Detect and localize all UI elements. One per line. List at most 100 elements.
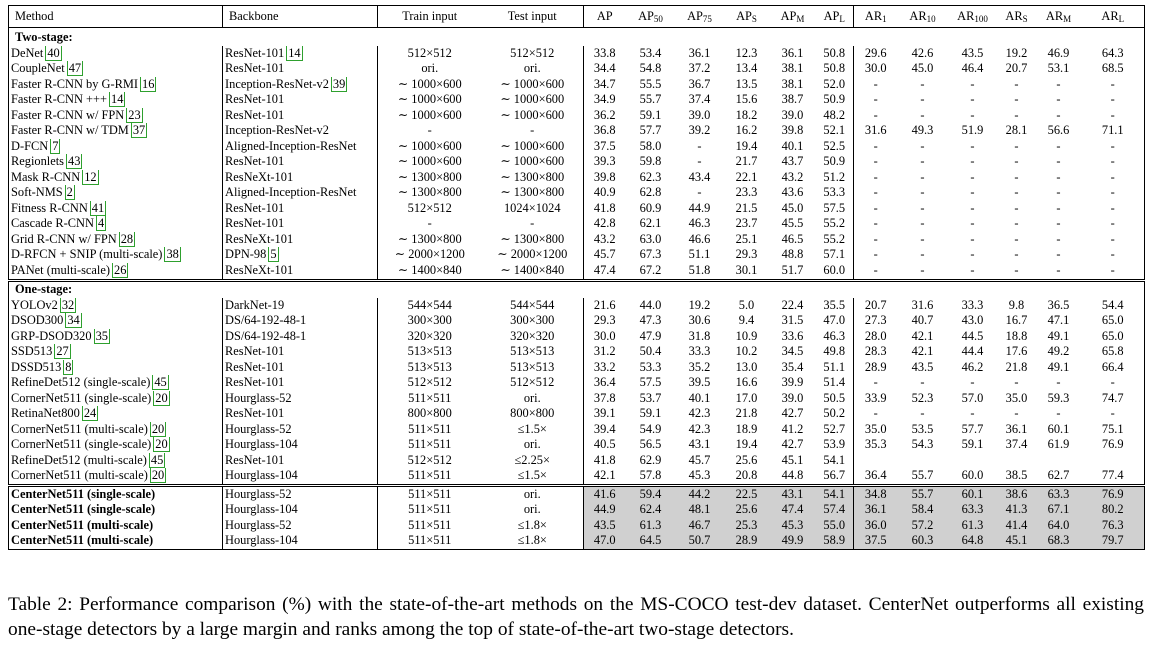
header-metric: APS — [723, 5, 770, 28]
citation-link[interactable]: 7 — [50, 138, 61, 154]
method-name: Mask R-CNN — [11, 169, 81, 184]
backbone-name: Inception-ResNet-v2 — [225, 76, 329, 91]
citation-link[interactable]: 8 — [63, 359, 74, 375]
metric-cell: 42.8 — [583, 216, 626, 232]
method-cell: RetinaNet800 24 — [9, 406, 223, 422]
metric-cell: 67.3 — [639, 247, 662, 261]
table-row: CornerNet511 (single-scale) 20 Hourglass-5… — [9, 390, 1145, 406]
metric-cell: 46.3 — [823, 328, 846, 343]
citation-link[interactable]: 20 — [153, 437, 170, 452]
citation-link[interactable]: 39 — [330, 76, 348, 92]
citation-link[interactable]: 45 — [148, 452, 166, 468]
metric-cell: 79.7 — [1081, 533, 1145, 549]
metric-cell: 34.9 — [583, 92, 626, 108]
train-input-cell: 511×511 — [377, 437, 482, 453]
citation-link[interactable]: 2 — [64, 185, 75, 200]
table-row: D-RFCN + SNIP (multi-scale) 38 DPN-98 5 ∼ 20… — [9, 247, 1145, 263]
citation-link[interactable]: 43 — [66, 154, 83, 169]
citation-link[interactable]: 20 — [149, 468, 167, 483]
metric-cell: 31.6 — [911, 297, 934, 312]
citation-link[interactable]: 37 — [130, 123, 148, 138]
train-input-cell: ∼ 1300×800 — [377, 169, 482, 185]
backbone-cell: DPN-98 5 — [222, 247, 378, 263]
citation-link[interactable]: 38 — [164, 247, 181, 262]
test-input-cell: 800×800 — [510, 406, 555, 420]
metric-cell: - — [1014, 107, 1019, 122]
table-row: DeNet 40 ResNet-101 14 512×512 512×512 33.8 53.… — [9, 45, 1145, 61]
metric-cell: 21.8 — [735, 406, 758, 420]
citation-link[interactable]: 14 — [109, 92, 126, 107]
metric-cell: 60.0 — [961, 468, 984, 482]
metric-cell: 58.4 — [897, 502, 948, 518]
metric-cell: - — [1056, 169, 1061, 184]
metric-cell: 19.2 — [1005, 45, 1028, 60]
citation-link[interactable]: 34 — [65, 313, 82, 328]
metric-cell: 43.1 — [688, 437, 711, 451]
citation-link[interactable]: 5 — [268, 247, 279, 262]
metric-cell: 9.8 — [1008, 297, 1025, 312]
metric-cell: - — [1056, 138, 1061, 153]
metric-cell: 49.1 — [1047, 359, 1070, 374]
metric-cell: 46.2 — [961, 359, 984, 374]
citation-link[interactable]: 26 — [112, 262, 129, 278]
metric-cell: - — [970, 138, 975, 153]
citation-link[interactable]: 40 — [45, 45, 62, 61]
metric-cell: - — [1110, 154, 1115, 168]
citation-link[interactable]: 32 — [59, 297, 77, 313]
metric-cell: 45.7 — [583, 247, 626, 263]
metric-cell: - — [853, 216, 898, 232]
citation-link[interactable]: 23 — [126, 107, 143, 123]
metric-cell: 38.1 — [781, 61, 804, 75]
metric-cell: 52.1 — [823, 123, 846, 137]
citation-link[interactable]: 27 — [54, 344, 71, 359]
backbone-cell: DS/64-192-48-1 — [222, 328, 378, 344]
metric-cell: 18.9 — [735, 421, 758, 436]
citation-link[interactable]: 20 — [149, 421, 167, 437]
citation-link[interactable]: 20 — [153, 390, 170, 406]
table-row: YOLOv2 32 DarkNet-19 544×544 544×544 21.6 44.0… — [9, 297, 1145, 313]
metric-cell: 46.7 — [675, 517, 724, 533]
metric-cell: - — [970, 231, 975, 246]
citation-link[interactable]: 47 — [66, 61, 84, 76]
metric-cell: 21.5 — [735, 200, 758, 215]
metric-cell: - — [853, 406, 898, 422]
method-cell: CenterNet511 (multi-scale) — [9, 533, 223, 549]
citation-link[interactable]: 4 — [95, 216, 107, 231]
method-cell: RefineDet512 (single-scale) 45 — [9, 375, 223, 391]
citation-link[interactable]: 16 — [140, 76, 157, 92]
metric-cell: 54.3 — [911, 437, 934, 451]
citation-link[interactable]: 45 — [152, 375, 169, 390]
train-input-cell: 512×512 — [377, 200, 482, 216]
train-input-cell: 513×513 — [377, 359, 482, 375]
backbone-cell: Hourglass-104 — [222, 468, 378, 485]
metric-cell: 36.5 — [1047, 297, 1070, 312]
metric-cell: 51.7 — [769, 262, 816, 282]
backbone-name: Hourglass-52 — [225, 421, 292, 436]
citation-link[interactable]: 41 — [89, 200, 107, 216]
metric-cell: 71.1 — [1101, 123, 1124, 137]
metric-cell: - — [697, 154, 702, 168]
method-name: D-RFCN + SNIP (multi-scale) — [11, 247, 163, 261]
test-input-cell: 300×300 — [510, 313, 555, 327]
citation-link[interactable]: 14 — [286, 45, 303, 61]
metric-cell: - — [920, 154, 925, 168]
citation-link[interactable]: 24 — [81, 406, 99, 421]
metric-cell: 57.7 — [639, 123, 662, 137]
test-input-cell: 544×544 — [510, 297, 555, 312]
metric-cell: 21.8 — [1005, 359, 1028, 374]
header-metric: AP50 — [625, 5, 676, 28]
metric-cell: 48.8 — [781, 247, 804, 261]
citation-link[interactable]: 35 — [93, 328, 110, 344]
test-input-cell: ∼ 1000×600 — [500, 107, 565, 122]
metric-cell: - — [1110, 247, 1115, 261]
citation-link[interactable]: 12 — [82, 169, 99, 185]
train-input-cell: 511×511 — [377, 421, 482, 437]
backbone-name: ResNet-101 — [225, 200, 285, 215]
metric-cell: 22.4 — [781, 297, 804, 312]
method-name: Regionlets — [11, 154, 64, 168]
metric-cell: 16.7 — [1005, 313, 1028, 327]
citation-link[interactable]: 28 — [118, 231, 136, 247]
backbone-name: ResNet-101 — [225, 92, 285, 106]
table-caption: Table 2: Performance comparison (%) with… — [8, 594, 1144, 640]
metric-cell: - — [1056, 247, 1061, 261]
